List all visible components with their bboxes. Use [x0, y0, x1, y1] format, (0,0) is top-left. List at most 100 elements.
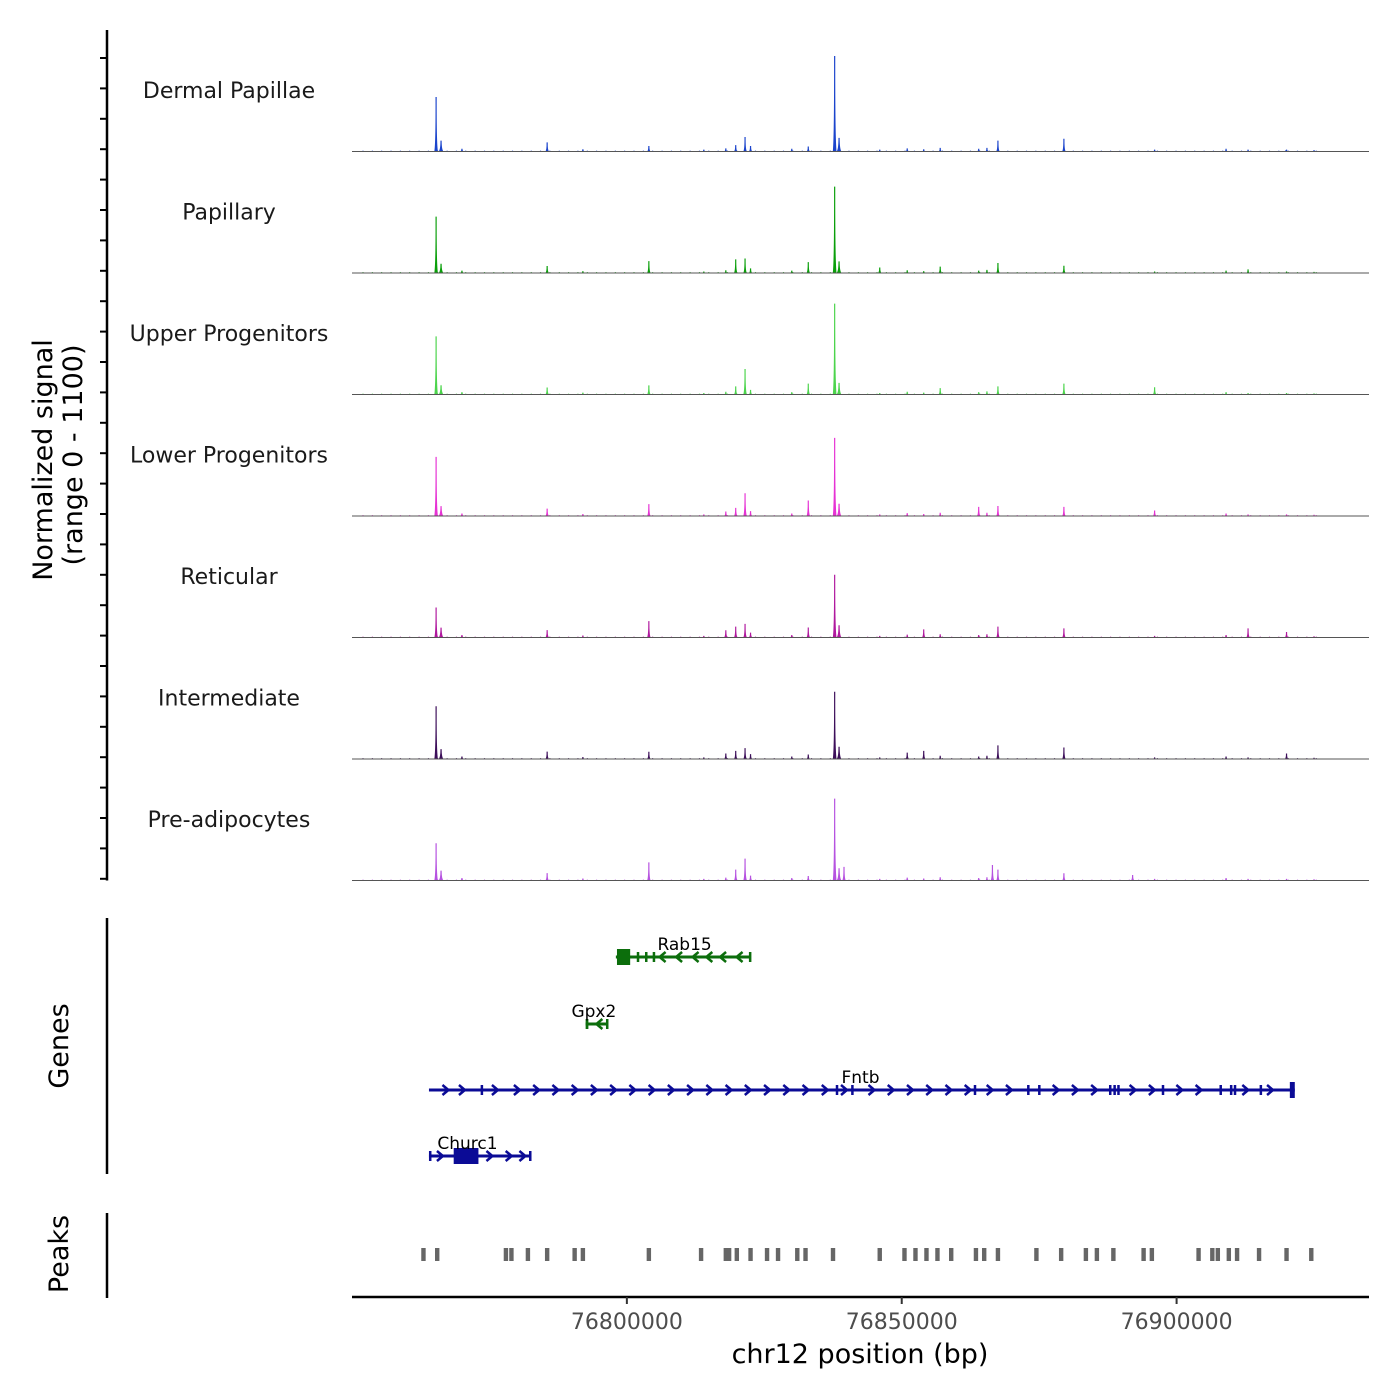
signal-axis-title-line2: (range 0 - 1100) [58, 345, 89, 566]
x-tick-label: 76850000 [846, 1310, 958, 1335]
track-intermediate: Intermediate [158, 687, 1369, 760]
signal-peak [996, 506, 1000, 516]
gene-strand-arrow [1194, 1084, 1204, 1096]
signal-peak [733, 386, 738, 395]
gene-exon [585, 1019, 589, 1029]
gene-strand-arrow [504, 1150, 514, 1162]
signal-peak [806, 383, 811, 395]
gene-churc1: Churc1 [428, 1134, 532, 1164]
signal-peak [996, 263, 1000, 273]
signal-peak [996, 745, 1000, 759]
signal-peak [748, 389, 753, 395]
signal-peak [806, 146, 811, 152]
gene-exon [1259, 1085, 1263, 1095]
gene-strand-arrow [1071, 1084, 1080, 1096]
gene-strand-arrow [1051, 1084, 1061, 1096]
peak-mark [981, 1248, 987, 1261]
peak-mark [1111, 1248, 1116, 1261]
track-label: Intermediate [158, 687, 300, 712]
gene-strand-arrow [925, 1084, 935, 1096]
signal-peak [581, 149, 585, 152]
peak-mark [973, 1248, 979, 1261]
peak-mark [995, 1248, 1001, 1261]
gene-strand-arrow [734, 951, 744, 963]
gene-exon [428, 1151, 432, 1161]
peak-mark [803, 1248, 808, 1261]
signal-peak [836, 868, 842, 881]
signal-peak [459, 878, 464, 881]
x-axis-title: chr12 position (bp) [732, 1339, 989, 1370]
signal-peak [1224, 270, 1228, 273]
gene-label: Fntb [841, 1068, 879, 1088]
signal-peak [581, 756, 585, 759]
gene-strand-arrow [513, 1084, 522, 1096]
signal-peak [438, 627, 444, 638]
track-upper-progenitors: Upper Progenitors [130, 303, 1369, 395]
gene-strand-arrow [867, 1084, 877, 1096]
gene-strand-arrow [590, 1084, 599, 1096]
gene-strand-arrow [724, 1084, 734, 1096]
signal-peak [836, 261, 842, 273]
signal-peak [996, 386, 1000, 395]
signal-peak [438, 140, 444, 152]
gene-label: Gpx2 [571, 1002, 616, 1022]
signal-peak [1062, 383, 1066, 395]
signal-peak [806, 876, 811, 881]
signal-peak [832, 574, 837, 638]
track-lower-progenitors: Lower Progenitors [130, 437, 1369, 517]
gene-strand-arrow [1266, 1084, 1276, 1096]
signal-peak [905, 513, 910, 516]
signal-peak [1224, 878, 1228, 881]
signal-peak [434, 706, 438, 759]
signal-peak [1224, 513, 1228, 516]
signal-peak [985, 877, 989, 881]
gene-exon [835, 1085, 839, 1095]
gene-strand-arrow [1128, 1084, 1138, 1096]
signal-peak [842, 866, 846, 881]
signal-peak [459, 392, 464, 395]
gene-exon [1113, 1085, 1116, 1095]
signal-peak [748, 875, 753, 881]
signal-peak [832, 437, 837, 516]
gene-strand-arrow [944, 1084, 954, 1096]
peaks-axis-title: Peaks [44, 1215, 75, 1293]
signal-peak [724, 753, 728, 759]
peak-mark [1256, 1248, 1262, 1261]
signal-peak [836, 382, 842, 395]
signal-peak [1224, 148, 1228, 152]
signal-peak [545, 508, 549, 516]
signal-peak [647, 862, 651, 881]
peak-mark [924, 1248, 929, 1261]
signal-peak [438, 506, 444, 516]
signal-peak [996, 626, 1000, 638]
signal-peak [905, 877, 910, 881]
peak-mark [949, 1248, 954, 1261]
gene-exon [1233, 1085, 1237, 1095]
signal-peak [1130, 875, 1135, 881]
signal-peak [459, 148, 464, 152]
signal-peak [743, 493, 747, 516]
signal-peak [921, 629, 926, 638]
track-label: Upper Progenitors [130, 322, 329, 347]
track-label: Lower Progenitors [130, 444, 328, 469]
gene-strand-arrow [704, 951, 714, 963]
gene-exon [1229, 1085, 1233, 1095]
signal-peak [1284, 632, 1289, 638]
gene-fntb: Fntb [428, 1068, 1295, 1098]
signal-peak [1062, 873, 1066, 881]
signal-peak [938, 755, 943, 759]
gene-label: Rab15 [657, 935, 711, 955]
signal-peak [985, 269, 989, 273]
signal-peak [748, 754, 753, 759]
track-label: Dermal Papillae [143, 79, 315, 104]
signal-peak [1224, 635, 1228, 638]
gene-strand-arrow [441, 1084, 451, 1096]
gene-strand-arrow [485, 1150, 495, 1162]
gene-strand-arrow [763, 1084, 772, 1096]
signal-peak [724, 391, 728, 395]
gene-exon [453, 1148, 479, 1164]
signal-peak [905, 270, 910, 273]
signal-peak [733, 507, 738, 516]
